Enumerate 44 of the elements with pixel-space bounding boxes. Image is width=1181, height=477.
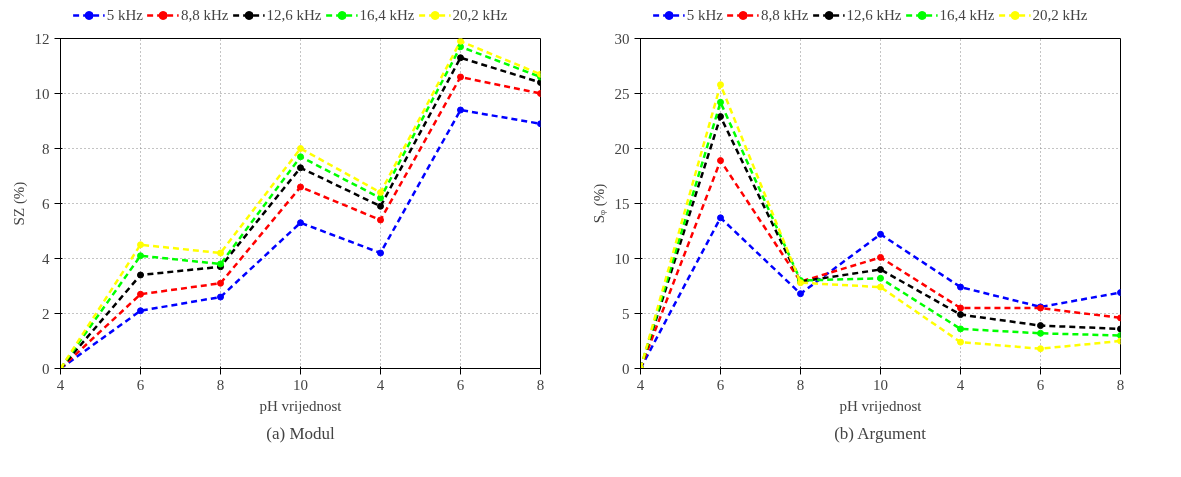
y-tick-label: 10 <box>34 85 50 102</box>
y-axis-title: Sᵩ (%) <box>590 183 608 224</box>
y-tick-label: 25 <box>614 85 630 102</box>
y-tick-label: 30 <box>614 30 630 47</box>
x-tick-label: 10 <box>873 376 888 393</box>
legend-label: 16,4 kHz <box>359 6 415 24</box>
x-tick-label: 8 <box>1116 376 1125 393</box>
legend-label: 12,6 kHz <box>846 6 902 24</box>
x-tick-label: 4 <box>636 376 645 393</box>
x-tick-label: 6 <box>136 376 145 393</box>
text: (a) Modul <box>266 423 336 443</box>
legend-label: 20,2 kHz <box>1032 6 1088 24</box>
y-tick-label: 10 <box>614 250 630 267</box>
y-tick-label: 8 <box>42 140 50 157</box>
y-axis-title: SZ (%) <box>10 181 28 226</box>
y-tick-label: 5 <box>622 305 630 322</box>
y-tick-label: 4 <box>42 250 50 267</box>
x-axis-title: pH vrijednost <box>259 397 343 414</box>
x-tick-label: 6 <box>1036 376 1045 393</box>
x-tick-label: 6 <box>716 376 725 393</box>
y-tick-label: 0 <box>622 360 630 377</box>
y-tick-label: 0 <box>42 360 50 377</box>
x-tick-label: 8 <box>536 376 545 393</box>
y-tick-label: 12 <box>34 30 50 47</box>
legend-label: 20,2 kHz <box>452 6 508 24</box>
x-tick-label: 4 <box>56 376 65 393</box>
x-tick-label: 4 <box>956 376 965 393</box>
x-tick-label: 4 <box>376 376 385 393</box>
x-tick-label: 8 <box>796 376 805 393</box>
legend-label: 16,4 kHz <box>939 6 995 24</box>
legend-label: 8,8 kHz <box>180 6 229 24</box>
x-tick-label: 10 <box>293 376 308 393</box>
y-tick-label: 20 <box>614 140 630 157</box>
x-tick-label: 6 <box>456 376 465 393</box>
x-tick-label: 8 <box>216 376 225 393</box>
y-tick-label: 6 <box>42 195 50 212</box>
legend-label: 12,6 kHz <box>266 6 322 24</box>
text: (b) Argument <box>834 423 927 443</box>
x-axis-title: pH vrijednost <box>839 397 923 414</box>
legend-label: 8,8 kHz <box>760 6 809 24</box>
legend-label: 5 kHz <box>686 6 723 24</box>
y-tick-label: 2 <box>42 305 50 322</box>
legend-label: 5 kHz <box>106 6 143 24</box>
y-tick-label: 15 <box>614 195 630 212</box>
